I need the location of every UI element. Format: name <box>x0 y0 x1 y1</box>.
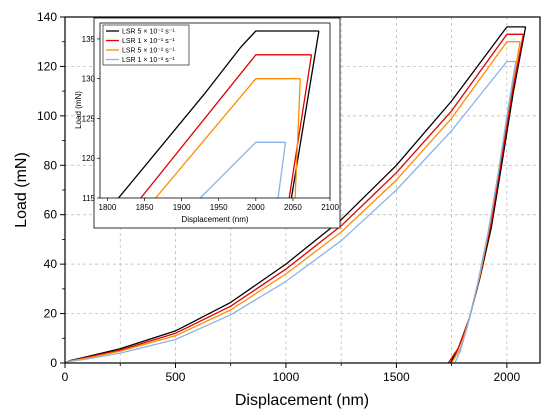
y-tick-label: 140 <box>37 10 57 24</box>
series-3-unloading <box>454 61 517 364</box>
inset-x-tick-label: 2000 <box>247 203 265 212</box>
y-tick-label: 20 <box>44 307 58 321</box>
inset-y-tick-label: 115 <box>82 194 95 203</box>
inset-series-2 <box>155 78 301 198</box>
y-tick-label: 0 <box>50 356 57 370</box>
inset-series-3-segment-1 <box>277 142 287 198</box>
x-tick-label: 500 <box>165 370 185 384</box>
inset-y-axis-title: Load (mN) <box>74 91 83 129</box>
inset-series-1-segment-0 <box>140 54 312 198</box>
legend-label: LSR 5 × 10⁻² s⁻¹ <box>122 48 175 55</box>
inset-y-tick-label: 120 <box>82 154 96 163</box>
inset-series-1 <box>140 54 313 198</box>
inset-x-tick-label: 1900 <box>173 203 191 212</box>
inset-series-2-segment-0 <box>155 78 301 198</box>
inset-series-0-segment-0 <box>117 30 319 198</box>
inset-y-ticks: 115 120 125 130 135 <box>82 35 100 203</box>
main-y-ticks: 0 20 40 60 80 100 120 140 <box>37 10 65 370</box>
inset-series <box>117 30 320 198</box>
inset-series-2-segment-1 <box>294 78 301 198</box>
inset-plot-frame <box>99 22 331 199</box>
inset-x-ticks: 1800 1850 1900 1950 2000 2050 2100 <box>99 198 339 212</box>
y-axis-title: Load (mN) <box>13 152 30 228</box>
main-series <box>64 26 527 364</box>
series-3 <box>64 60 517 364</box>
legend-label: LSR 5 × 10⁻¹ s⁻¹ <box>122 29 175 36</box>
x-tick-label: 0 <box>62 370 69 384</box>
inset-x-tick-label: 1800 <box>99 203 117 212</box>
legend-label: LSR 1 × 10⁻¹ s⁻¹ <box>122 38 175 45</box>
inset-y-tick-label: 135 <box>82 35 96 44</box>
inset-x-tick-label: 2100 <box>321 203 339 212</box>
y-tick-label: 60 <box>44 208 58 222</box>
inset-x-tick-label: 1850 <box>136 203 154 212</box>
inset-series-3 <box>199 141 287 198</box>
legend-box <box>102 24 190 66</box>
y-tick-label: 100 <box>37 109 57 123</box>
main-x-ticks: 0 500 1000 1500 2000 <box>62 363 521 384</box>
x-tick-label: 1500 <box>383 370 410 384</box>
x-tick-label: 1000 <box>273 370 300 384</box>
inset-x-tick-label: 2050 <box>284 203 302 212</box>
legend-label: LSR 1 × 10⁻² s⁻¹ <box>122 57 175 64</box>
inset-y-tick-label: 125 <box>82 114 96 123</box>
inset-series-1-segment-1 <box>288 54 313 198</box>
inset-x-tick-label: 1950 <box>210 203 228 212</box>
inset-series-3-segment-0 <box>199 141 286 198</box>
inset-y-tick-label: 130 <box>82 75 96 84</box>
x-tick-label: 2000 <box>494 370 521 384</box>
x-axis-title: Displacement (nm) <box>235 392 369 409</box>
series-3-loading <box>64 61 508 364</box>
y-tick-label: 80 <box>44 158 58 172</box>
inset-x-axis-title: Displacement (nm) <box>181 215 248 224</box>
inset-legend: LSR 5 × 10⁻¹ s⁻¹ LSR 1 × 10⁻¹ s⁻¹ LSR 5 × … <box>102 24 190 66</box>
series-2-unloading <box>451 41 521 364</box>
y-tick-label: 120 <box>37 59 57 73</box>
series-2-loading <box>64 41 508 364</box>
y-tick-label: 40 <box>44 257 58 271</box>
